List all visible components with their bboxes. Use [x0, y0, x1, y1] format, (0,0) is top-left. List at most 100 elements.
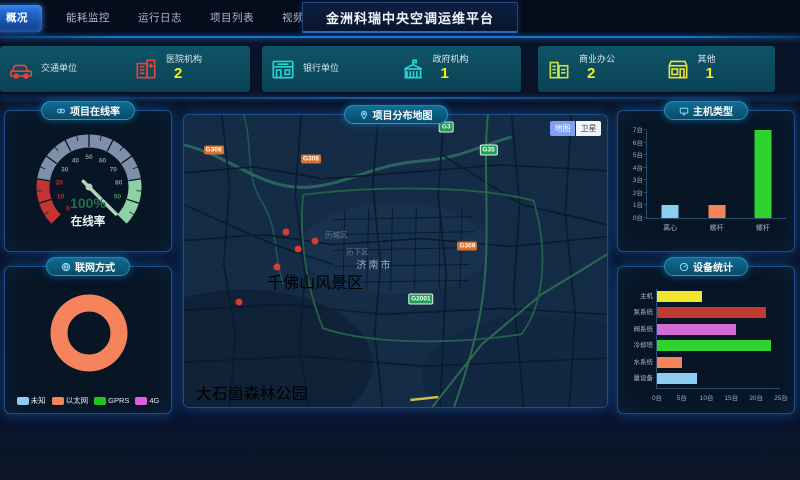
- device-bar-2: [657, 323, 737, 335]
- red-dot[interactable]: [311, 237, 319, 245]
- legend-label: 未知: [30, 396, 46, 405]
- gauge-tick: [99, 135, 102, 141]
- host-y-tick-label: 7台: [632, 127, 643, 134]
- gauge-tick-label: 10: [57, 193, 65, 200]
- poi-marker[interactable]: 千佛山风景区: [267, 269, 363, 293]
- gauge-tick: [106, 139, 114, 152]
- topbar-tab-1[interactable]: 能耗监控: [66, 12, 110, 24]
- red-dot[interactable]: [235, 298, 243, 306]
- stat-card: 银行单位 政府机构 1: [262, 46, 521, 92]
- stat-label: 政府机构: [432, 54, 469, 64]
- stat-texts: 其他 1: [698, 54, 716, 84]
- map-mode-button-卫星[interactable]: 卫星: [576, 121, 601, 136]
- car-icon: [9, 64, 33, 79]
- legend-item-4G[interactable]: 4G: [135, 395, 159, 406]
- gauge-tick: [116, 214, 127, 225]
- stat-card: 商业办公 2 其他 1: [538, 46, 775, 92]
- host-y-tick-label: 2台: [632, 189, 643, 197]
- legend-item-GPRS[interactable]: GPRS: [94, 395, 129, 406]
- stat-cards: 交通单位 医院机构 2 银行单位 政府机构 1 商业办公 2 其他 1: [0, 46, 800, 92]
- red-dot[interactable]: [282, 228, 290, 236]
- legend-swatch: [16, 396, 29, 405]
- gauge-tick-label: 60: [99, 157, 107, 164]
- topbar-tab-3[interactable]: 项目列表: [210, 12, 254, 24]
- online-rate-panel: 项目在线率 0 10 20 30 40 50 60 70 80 90 100% 在线率: [4, 101, 172, 252]
- connection-panel: 联网方式 未知 以太网 GPRS 4G: [4, 257, 172, 414]
- stat-value: 2: [174, 65, 183, 83]
- stat-card-item: 政府机构 1: [400, 46, 469, 92]
- device-bar-1: [657, 307, 767, 319]
- red-dot[interactable]: [273, 263, 281, 271]
- stat-label: 医院机构: [166, 54, 203, 64]
- topbar-tab-0[interactable]: 概况: [0, 4, 42, 32]
- device-stats-chart: 主机 泵系统 阀系统 冷却塔 水系统 量设备 0台 5台 10台 15台 20台 25台: [634, 289, 788, 402]
- stat-card-item: 其他 1: [665, 46, 716, 92]
- host-type-panel-title: 主机类型: [693, 107, 733, 118]
- topbar-divider: [0, 36, 800, 38]
- gauge-tick-label: 90: [114, 193, 122, 200]
- host-y-tick-label: 1台: [632, 202, 643, 210]
- host-x-label: 螺杆: [709, 225, 724, 232]
- map-expressways: [301, 115, 607, 407]
- device-y-label: 水系统: [633, 358, 654, 366]
- legend-item-以太网[interactable]: 以太网: [51, 395, 88, 406]
- network-globe-icon: [61, 262, 71, 271]
- city-label: 济南市: [356, 260, 393, 272]
- device-y-label: 冷却塔: [633, 342, 654, 350]
- host-x-label: 螺杆: [755, 225, 770, 232]
- host-y-tick: [644, 204, 647, 206]
- host-y-tick: [644, 141, 647, 143]
- legend-swatch: [51, 396, 64, 405]
- host-type-panel-header: 主机类型: [664, 101, 748, 120]
- gauge-value-text: 100%: [70, 195, 106, 211]
- gauge-tick-label: 0: [66, 205, 70, 212]
- location-pin-icon: [360, 110, 367, 120]
- stat-value: 2: [587, 65, 596, 83]
- legend-item-未知[interactable]: 未知: [16, 395, 46, 406]
- map-mode-button-地图[interactable]: 地图: [550, 121, 575, 136]
- gauge-tick: [132, 166, 139, 170]
- gauge-tick: [129, 211, 135, 216]
- map-markers-layer: G308 G308 G3 G35 G309 G2001 济南市 历城区 历下区 千佛山风景区 大石崮…: [184, 115, 607, 407]
- map-base-tiles: [184, 115, 607, 407]
- poi-marker[interactable]: 大石崮森林公园: [196, 380, 308, 404]
- map-terrain-se: [422, 314, 607, 407]
- connection-donut: [50, 294, 128, 372]
- gauge-tick: [54, 146, 59, 152]
- map-panel: 项目分布地图: [183, 105, 608, 408]
- stat-card-item: 医院机构 2: [133, 46, 202, 92]
- device-stats-panel-header: 设备统计: [664, 257, 748, 276]
- host-y-tick: [644, 154, 647, 156]
- device-x-tick-label: 25台: [774, 395, 788, 402]
- district-label: 历城区: [325, 230, 348, 240]
- stat-value: 1: [705, 65, 714, 83]
- gauge-tick-label: 50: [85, 154, 93, 161]
- gauge-tick: [128, 178, 142, 182]
- stat-card-item: 交通单位: [8, 46, 77, 92]
- gauge-tick: [45, 155, 58, 165]
- bank-icon: [270, 56, 296, 82]
- device-x-tick-label: 0台: [651, 395, 663, 402]
- monitor-icon: [679, 107, 689, 115]
- road-shield: G35: [479, 144, 498, 156]
- device-bar-5: [657, 373, 697, 384]
- road-shield: G308: [300, 154, 321, 164]
- host-y-tick: [644, 191, 647, 193]
- road-shield: G3: [438, 121, 454, 133]
- poi-label: 大石崮森林公园: [195, 386, 308, 404]
- host-type-chart: 0台 1台 2台 3台 4台 5台 6台 7台 离心 螺杆 螺杆: [633, 127, 786, 232]
- gauge-tick-label: 40: [72, 157, 80, 164]
- host-x-label: 离心: [663, 225, 678, 232]
- online-rate-panel-title: 项目在线率: [70, 107, 120, 118]
- topbar: 概况能耗监控运行日志项目列表视频监控 金洲科瑞中央空调运维平台: [0, 0, 800, 36]
- topbar-tab-2[interactable]: 运行日志: [138, 12, 182, 24]
- device-x-tick-label: 20台: [749, 395, 764, 402]
- red-dot[interactable]: [294, 245, 302, 253]
- gauge-tick-label: 70: [110, 167, 118, 174]
- gauge-tick: [64, 139, 72, 152]
- map-canvas[interactable]: G308 G308 G3 G35 G309 G2001 济南市 历城区 历下区 千佛山风景区 大石崮…: [184, 115, 607, 407]
- gauge-tick-label: 80: [115, 180, 123, 187]
- map-layer-switcher: 地图 卫星: [550, 121, 601, 136]
- bank-icon: [272, 60, 294, 79]
